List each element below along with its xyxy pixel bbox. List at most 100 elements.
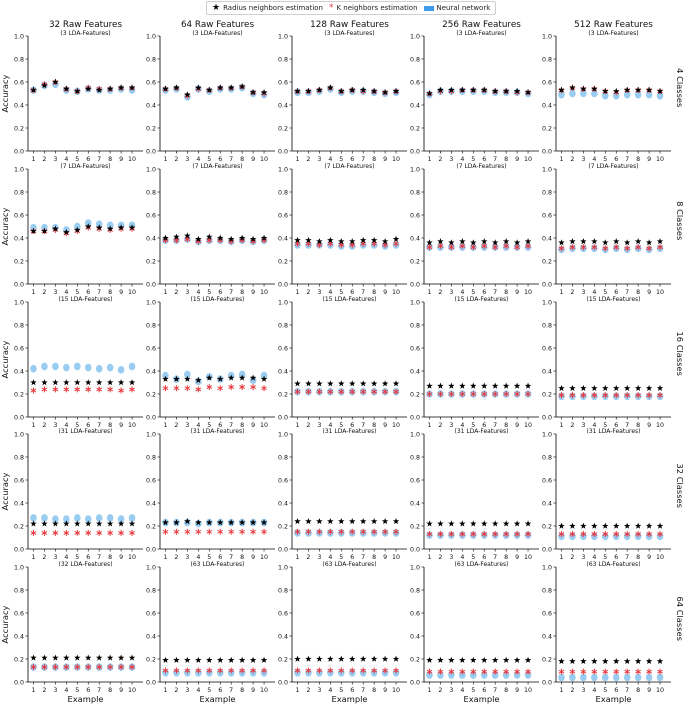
neural-network-point (558, 90, 565, 99)
legend-label-neural-network: Neural network (436, 4, 491, 12)
x-tick-label: 8 (108, 422, 112, 429)
radius-point (162, 375, 169, 382)
legend-item-neural-network: Neural network (423, 4, 491, 12)
y-tick-label: 0.4 (14, 368, 24, 375)
k-neighbors-point (426, 531, 433, 538)
k-neighbors-point (305, 528, 312, 535)
neural-network-point (162, 371, 169, 380)
radius-point (128, 84, 136, 91)
y-tick-label: 0.6 (410, 610, 420, 617)
radius-point (580, 657, 587, 665)
k-neighbors-point (459, 391, 466, 397)
x-tick-label: 3 (449, 554, 453, 561)
y-tick-label: 1.0 (146, 299, 156, 306)
x-tick-label: 4 (328, 554, 332, 561)
y-tick-label: 0.6 (542, 610, 552, 617)
y-tick-label: 0.0 (14, 546, 24, 553)
x-tick-label: 8 (372, 554, 376, 561)
x-tick-label: 3 (53, 554, 57, 561)
y-tick-label: 0.2 (410, 125, 420, 132)
radius-point (381, 655, 389, 662)
x-tick-label: 6 (614, 687, 618, 694)
y-tick-label: 0.0 (278, 414, 288, 421)
k-neighbors-point (118, 664, 124, 671)
x-tick-label: 9 (515, 554, 519, 561)
y-tick-label: 0.4 (410, 102, 420, 109)
y-tick-label: 1.0 (278, 166, 288, 173)
x-tick-label: 3 (317, 289, 321, 296)
k-neighbors-point (261, 385, 267, 392)
y-tick-label: 0.8 (542, 322, 552, 329)
x-tick-label: 9 (119, 687, 123, 694)
radius-point (426, 382, 433, 389)
panel-subtitle: (3 LDA-Features) (60, 30, 110, 37)
neural-network-point (634, 90, 642, 99)
neural-network-point (41, 362, 48, 371)
x-tick-label: 3 (53, 156, 57, 163)
x-tick-label: 6 (482, 156, 486, 163)
y-axis-label: Accuracy (0, 472, 10, 510)
x-tick-label: 6 (614, 554, 618, 561)
radius-point (613, 522, 620, 529)
radius-point (613, 238, 620, 245)
x-tick-label: 1 (31, 156, 35, 163)
radius-point (173, 84, 180, 91)
radius-point (238, 83, 246, 90)
x-tick-label: 5 (75, 422, 79, 429)
radius-point (260, 88, 268, 96)
k-neighbors-point (492, 244, 499, 251)
k-neighbors-point (514, 391, 520, 397)
y-tick-label: 1.0 (542, 33, 552, 40)
x-tick-label: 2 (42, 554, 46, 561)
x-tick-label: 10 (260, 156, 268, 163)
k-neighbors-point (624, 392, 631, 399)
x-tick-label: 6 (86, 554, 90, 561)
k-neighbors-point (195, 386, 202, 393)
k-neighbors-point (184, 667, 191, 674)
x-tick-label: 7 (361, 289, 365, 296)
x-tick-label: 7 (361, 422, 365, 429)
radius-point (195, 656, 202, 663)
x-tick-label: 5 (471, 289, 475, 296)
radius-point (206, 656, 213, 663)
row-label: 32 Classes (675, 464, 685, 508)
y-tick-label: 0.0 (410, 414, 420, 421)
radius-point (359, 518, 367, 525)
x-tick-label: 4 (196, 554, 200, 561)
x-tick-label: 4 (64, 156, 68, 163)
k-neighbors-point (327, 528, 334, 535)
x-tick-label: 4 (196, 156, 200, 163)
neural-network-point (95, 364, 103, 373)
x-tick-label: 8 (636, 289, 640, 296)
x-tick-label: 8 (240, 554, 244, 561)
y-tick-label: 0.4 (542, 500, 552, 507)
radius-point (370, 87, 378, 94)
neural-network-point (73, 362, 81, 371)
k-neighbors-point (129, 529, 135, 536)
radius-point (634, 86, 642, 93)
k-neighbors-point (294, 667, 301, 674)
k-neighbors-point (481, 391, 488, 397)
y-tick-label: 0.0 (410, 148, 420, 155)
radius-point (359, 86, 367, 93)
radius-point (85, 379, 92, 386)
x-tick-label: 3 (449, 422, 453, 429)
y-tick-label: 0.8 (542, 587, 552, 594)
k-neighbors-point (228, 384, 235, 391)
radius-point (128, 224, 136, 231)
x-tick-label: 5 (75, 687, 79, 694)
neural-network-point (184, 370, 191, 379)
k-neighbors-point (250, 528, 256, 535)
x-tick-label: 4 (592, 156, 596, 163)
radius-point (195, 235, 202, 242)
x-tick-label: 6 (218, 554, 222, 561)
x-tick-label: 3 (449, 156, 453, 163)
radius-point (491, 239, 499, 246)
radius-point (392, 235, 400, 242)
x-tick-label: 7 (493, 554, 497, 561)
k-neighbors-point (525, 243, 531, 250)
x-tick-label: 8 (504, 422, 508, 429)
x-tick-label: 7 (97, 156, 101, 163)
neural-network-point (249, 376, 257, 385)
radius-point (95, 86, 103, 93)
